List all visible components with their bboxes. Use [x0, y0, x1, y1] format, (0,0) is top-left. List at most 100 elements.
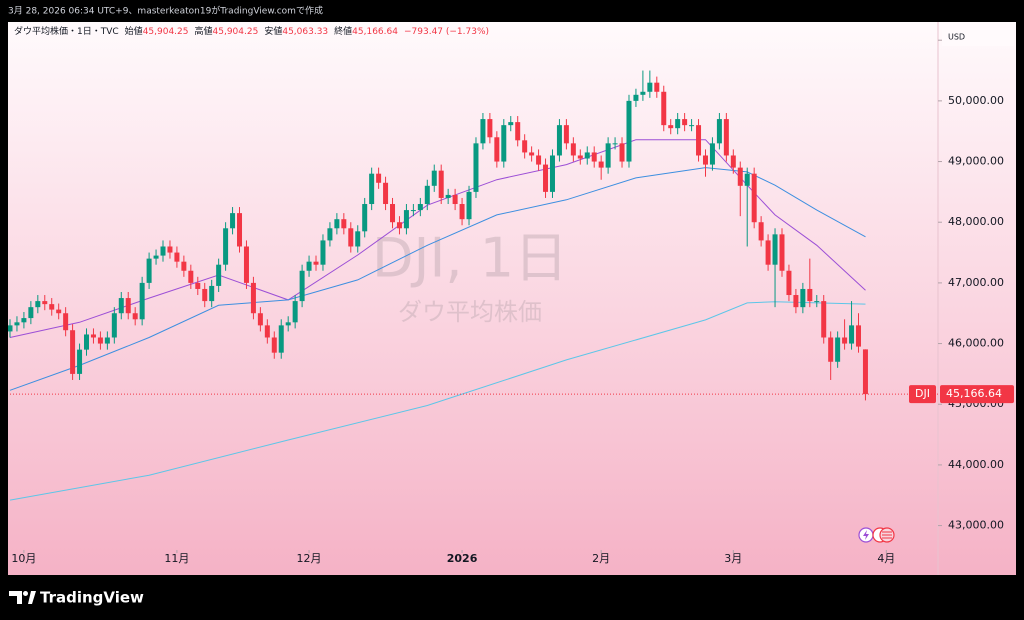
last-price-badge: [940, 385, 1014, 404]
caption: 3月 28, 2026 06:34 UTC+9、masterkeaton19がT…: [8, 5, 323, 17]
candle-body: [313, 261, 319, 265]
y-tick-label: 47,000.00: [948, 276, 1004, 289]
candle-body: [403, 210, 409, 229]
candle-body: [522, 140, 528, 153]
candle-body: [341, 219, 347, 229]
candle-body: [202, 288, 208, 302]
moving-average: [9, 139, 866, 338]
x-tick-label: 3月: [724, 552, 742, 565]
candle-body: [605, 143, 611, 168]
candle-body: [132, 313, 138, 320]
candle-body: [376, 173, 382, 183]
candle-body: [174, 252, 180, 262]
candle-body: [299, 270, 305, 302]
candle-body: [452, 194, 458, 205]
y-tick-label: 48,000.00: [948, 215, 1004, 228]
currency-box: [942, 28, 1014, 46]
ohlc-value: 45,904.25: [213, 27, 259, 37]
candle-body: [807, 288, 813, 302]
y-tick-label: 49,000.00: [948, 155, 1004, 168]
x-tick-label: 2月: [592, 552, 610, 565]
candle-body: [104, 337, 110, 344]
candle-body: [125, 298, 131, 314]
candle-body: [8, 325, 13, 332]
candle-body: [543, 164, 549, 192]
ohlc-label: 始値: [125, 25, 143, 37]
candle-body: [243, 246, 249, 283]
candle-body: [257, 313, 263, 326]
candle-body: [828, 337, 834, 362]
candle-body: [14, 322, 20, 326]
candle-body: [278, 325, 284, 353]
candle-body: [230, 213, 236, 229]
candle-body: [654, 82, 660, 92]
candle-body: [320, 240, 326, 265]
candle-body: [285, 322, 291, 326]
candle-body: [855, 325, 861, 347]
candle-body: [849, 325, 855, 344]
candle-body: [480, 119, 486, 144]
candle-body: [661, 91, 667, 126]
x-tick-label: 4月: [877, 552, 895, 565]
moving-average: [9, 167, 866, 391]
candle-body: [292, 301, 298, 323]
candle-body: [153, 255, 159, 259]
plot: [8, 70, 938, 501]
candle-body: [758, 222, 764, 241]
ohlc-value: 45,166.64: [352, 27, 398, 37]
x-tick-label: 12月: [297, 552, 322, 565]
candle-body: [765, 240, 771, 265]
candle-body: [70, 330, 76, 374]
candle-body: [800, 288, 806, 308]
ohlc-label: 高値: [195, 25, 213, 37]
candle-body: [188, 270, 194, 283]
candle-body: [577, 155, 583, 159]
candle-body: [237, 213, 243, 247]
candle-body: [35, 301, 41, 308]
candle-body: [167, 246, 173, 253]
x-tick-label: 11月: [164, 552, 189, 565]
x-tick-label: 2026: [447, 552, 478, 565]
candle-body: [751, 173, 757, 223]
candle-body: [250, 282, 256, 314]
candle-body: [42, 301, 48, 305]
candle-body: [410, 210, 416, 212]
candle-body: [515, 122, 521, 141]
candle-body: [459, 204, 465, 220]
candle-body: [445, 194, 451, 198]
candle-body: [668, 125, 674, 129]
candle-body: [438, 170, 444, 198]
candle-body: [619, 143, 625, 162]
candle-body: [181, 261, 187, 271]
symbol-badge: [909, 385, 936, 404]
candle-body: [306, 261, 312, 271]
candle-body: [779, 234, 785, 271]
footer: TradingView: [9, 589, 144, 607]
logo-t: [9, 591, 22, 604]
ohlc-value: 45,904.25: [143, 27, 189, 37]
candle-body: [772, 234, 778, 265]
logo-slash: [28, 591, 36, 604]
candle-body: [862, 349, 868, 395]
candle-body: [508, 122, 514, 126]
watermark-subtitle: ダウ平均株価: [398, 298, 542, 326]
candle-body: [842, 337, 848, 344]
candle-body: [362, 204, 368, 232]
candle-body: [369, 173, 375, 205]
candle-body: [730, 155, 736, 168]
candle-body: [598, 161, 604, 168]
candle-body: [633, 94, 639, 101]
candle-body: [97, 337, 103, 344]
candle-body: [327, 228, 333, 241]
candle-body: [466, 191, 472, 220]
candle-body: [223, 228, 229, 265]
currency: USD: [948, 33, 965, 42]
candle-body: [536, 155, 542, 165]
y-tick-label: 44,000.00: [948, 458, 1004, 471]
candle-body: [821, 301, 827, 338]
candle-body: [744, 173, 750, 186]
candle-body: [209, 285, 215, 302]
candle-body: [584, 152, 590, 159]
candle-body: [424, 185, 430, 205]
